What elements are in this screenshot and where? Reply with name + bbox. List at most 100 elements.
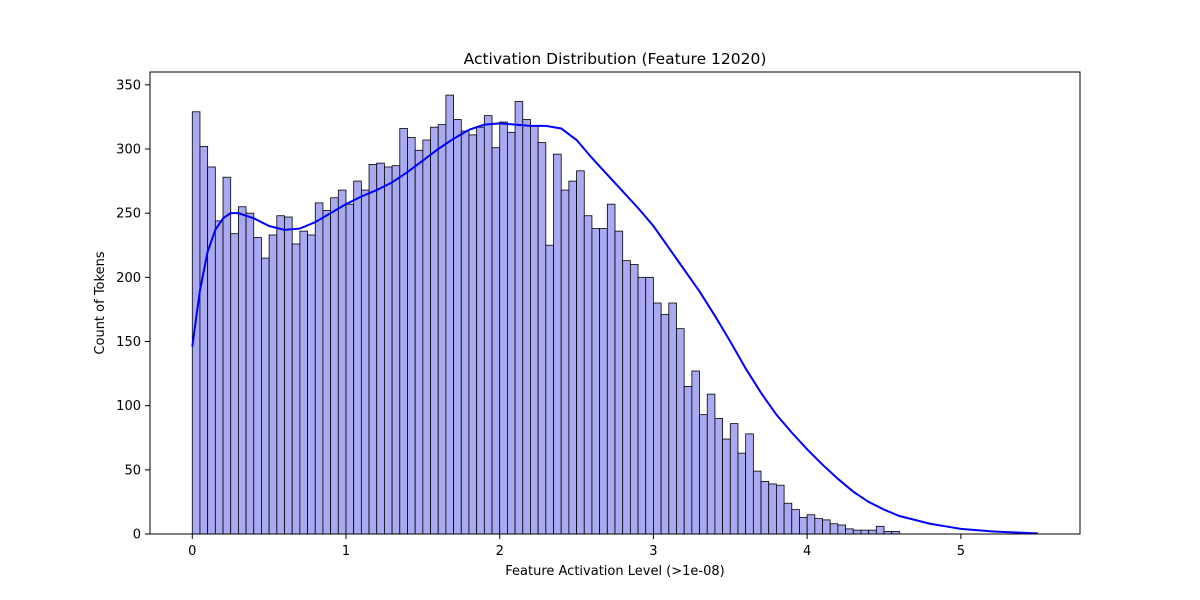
chart-title: Activation Distribution (Feature 12020) <box>464 50 767 68</box>
y-tick-label: 50 <box>124 463 141 478</box>
histogram-bar <box>537 142 547 535</box>
histogram-bar <box>445 94 454 535</box>
x-tick-label: 3 <box>649 544 657 559</box>
histogram-bar <box>591 228 601 535</box>
histogram-bar <box>814 518 823 535</box>
histogram-bar <box>653 302 662 535</box>
histogram-bar <box>806 514 816 535</box>
histogram-bar <box>768 483 777 535</box>
x-tick-label: 1 <box>342 544 350 559</box>
histogram-bar <box>714 418 724 535</box>
y-axis-ticks: 0 50 100 150 200 250 300 350 <box>116 78 150 543</box>
histogram-bar <box>376 162 385 535</box>
y-tick-label: 100 <box>116 399 141 414</box>
histogram-bar <box>237 206 247 535</box>
histogram-bar <box>214 220 224 535</box>
histogram-bar <box>637 276 647 535</box>
y-axis-label: Count of Tokens <box>93 251 108 354</box>
histogram-bar <box>745 433 754 535</box>
histogram-bar <box>760 480 770 535</box>
x-axis-ticks: 0 1 2 3 4 5 <box>188 534 965 559</box>
histogram-bar <box>499 121 508 535</box>
histogram-bar <box>752 470 762 535</box>
histogram-bar <box>629 264 639 535</box>
plot-frame <box>149 71 1081 535</box>
histogram-bar <box>560 189 570 535</box>
histogram-bar <box>699 414 708 535</box>
histogram-bar <box>522 119 531 535</box>
y-tick-label: 200 <box>116 271 141 286</box>
histogram-bar <box>860 529 870 535</box>
histogram-bar <box>453 119 462 535</box>
histogram-bar <box>437 124 447 535</box>
histogram-bar <box>291 243 301 535</box>
histogram-bar <box>391 165 401 535</box>
histogram-bar <box>622 260 631 535</box>
histogram-bar <box>322 210 332 535</box>
histogram-bar <box>207 166 216 535</box>
histogram-bar <box>353 180 362 535</box>
histogram-bar <box>722 438 731 535</box>
histogram-bar <box>683 386 693 535</box>
histogram-bar <box>222 176 232 535</box>
histogram-bar <box>253 237 262 535</box>
histogram-bar <box>545 244 554 535</box>
histogram-bar <box>491 147 501 535</box>
x-tick-label: 0 <box>188 544 196 559</box>
histogram-bar <box>483 115 493 535</box>
histogram-bar <box>776 484 785 535</box>
histogram-bar <box>460 130 470 535</box>
histogram-bar <box>691 370 700 535</box>
histogram-bar <box>583 215 593 535</box>
histogram-bar <box>837 524 846 535</box>
histogram-bar <box>568 180 577 535</box>
histogram-bar <box>514 101 524 535</box>
histogram-bar <box>660 314 670 535</box>
x-axis-label: Feature Activation Level (>1e-08) <box>505 564 724 579</box>
histogram-bar <box>261 257 270 535</box>
histogram-bar <box>284 216 293 535</box>
histogram-bar <box>299 230 308 535</box>
x-tick-label: 4 <box>803 544 811 559</box>
histogram-bar <box>783 502 793 535</box>
histogram-bar <box>599 228 608 535</box>
histogram-bar <box>399 128 408 535</box>
histogram-bar <box>245 212 255 535</box>
histogram-bar <box>430 126 439 535</box>
histogram-bar <box>576 170 585 535</box>
histogram-bar <box>553 153 562 535</box>
histogram-bar <box>330 197 339 535</box>
histogram-bar <box>276 215 285 535</box>
histogram-bar <box>476 126 485 535</box>
y-tick-label: 350 <box>116 78 141 93</box>
histogram-bar <box>307 234 316 535</box>
histogram-bar <box>729 423 739 535</box>
y-tick-label: 300 <box>116 143 141 158</box>
histogram-bar <box>668 302 677 535</box>
histogram-bar <box>645 276 654 535</box>
histogram-bar <box>706 393 716 535</box>
histogram-bar <box>829 523 839 535</box>
histogram-bar <box>506 131 516 535</box>
histogram-bar <box>230 233 239 535</box>
histogram-bar <box>875 525 885 535</box>
histogram-bar <box>606 203 616 535</box>
histogram-bar <box>414 149 424 535</box>
histogram-bar <box>199 146 209 535</box>
histogram-bar <box>845 528 854 535</box>
histogram-bar <box>360 189 370 535</box>
histogram-bar <box>407 137 416 535</box>
histogram-bar <box>868 529 877 535</box>
y-tick-label: 0 <box>133 528 141 543</box>
kde-curve <box>191 122 1038 535</box>
histogram-bar <box>676 328 685 535</box>
histogram-bar <box>368 163 378 535</box>
histogram-bar <box>268 234 278 535</box>
histogram-bar <box>530 125 539 535</box>
histogram-bar <box>737 452 747 535</box>
histogram-bar <box>468 134 478 535</box>
histogram-bar <box>337 189 347 535</box>
histogram-bar <box>791 509 800 535</box>
histogram-bar <box>799 516 808 535</box>
